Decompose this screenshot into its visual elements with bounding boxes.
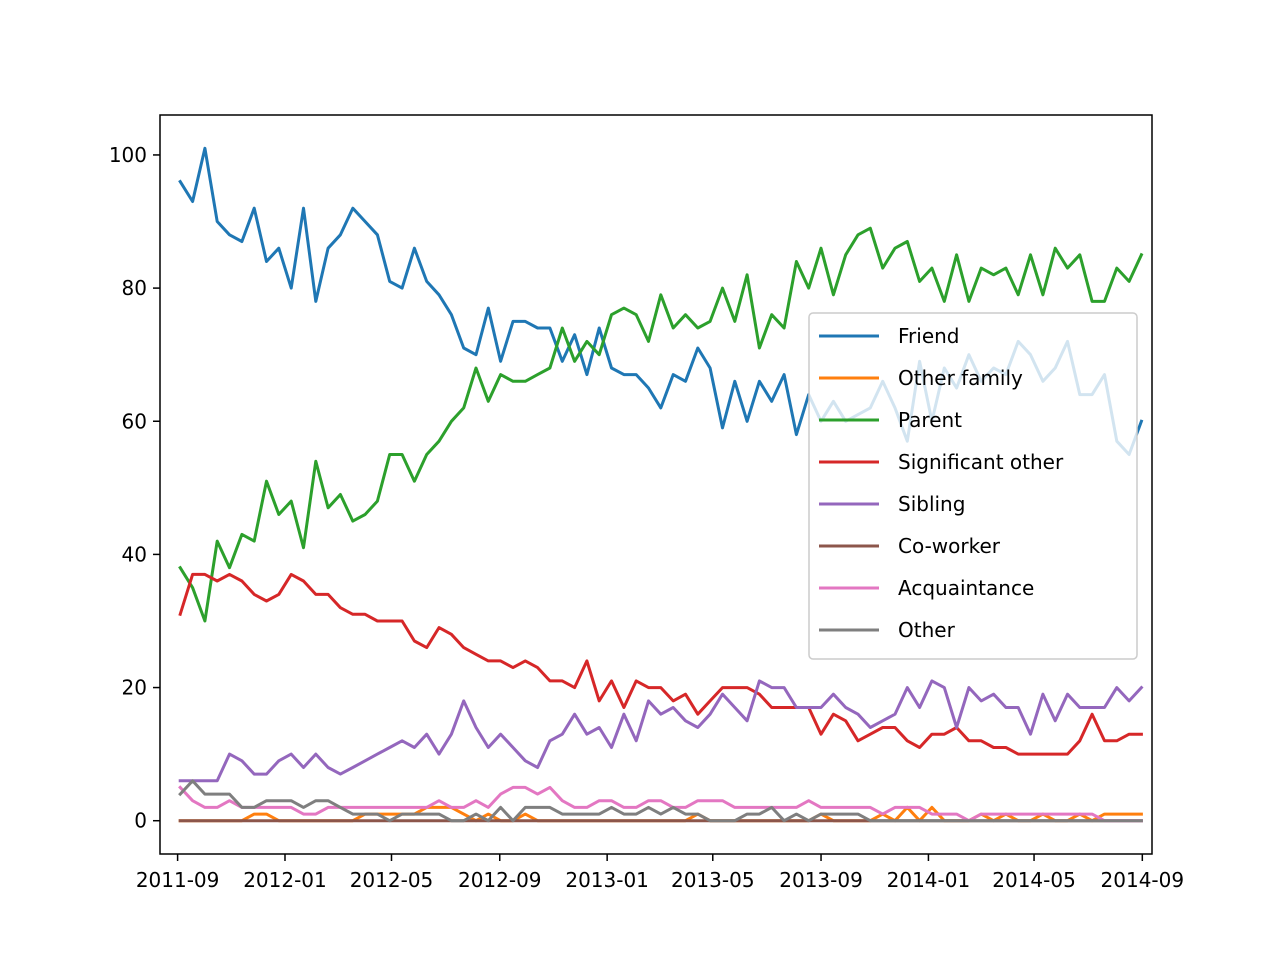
legend-label-other-family: Other family [898, 366, 1023, 390]
y-axis: 0 20 40 60 80 100 [109, 143, 160, 833]
y-tick-label: 0 [134, 809, 147, 833]
series-layer [178, 146, 1144, 823]
y-tick-label: 60 [122, 409, 147, 433]
legend-label-acquaintance: Acquaintance [898, 576, 1034, 600]
x-tick-label: 2013-01 [565, 868, 649, 892]
y-tick-label: 20 [122, 676, 147, 700]
x-tick-label: 2014-01 [887, 868, 971, 892]
x-tick-label: 2012-09 [458, 868, 542, 892]
x-tick-label: 2011-09 [136, 868, 220, 892]
x-axis: 2011-09 2012-01 2012-05 2012-09 2013-01 2013-… [136, 854, 1184, 892]
plot-frame [159, 114, 1153, 855]
legend-box [808, 312, 1138, 660]
series-line-other [178, 779, 1143, 823]
y-tick-label: 100 [109, 143, 147, 167]
series-line-significant-other [178, 572, 1143, 756]
legend-label-significant-other: Significant other [898, 450, 1064, 474]
y-tick-label: 80 [122, 276, 147, 300]
legend: Friend Other family Parent Significant othe… [808, 312, 1138, 660]
series-line-parent [178, 226, 1144, 623]
legend-label-parent: Parent [898, 408, 962, 432]
x-tick-label: 2012-05 [350, 868, 434, 892]
legend-label-co-worker: Co-worker [898, 534, 1001, 558]
x-tick-label: 2013-09 [779, 868, 863, 892]
legend-label-other: Other [898, 618, 956, 642]
x-tick-label: 2014-05 [992, 868, 1076, 892]
x-tick-label: 2014-09 [1101, 868, 1185, 892]
x-tick-label: 2013-05 [671, 868, 755, 892]
legend-label-friend: Friend [898, 324, 960, 348]
series-line-sibling [178, 679, 1144, 783]
y-tick-label: 40 [122, 542, 147, 566]
x-tick-label: 2012-01 [243, 868, 327, 892]
legend-label-sibling: Sibling [898, 492, 965, 516]
